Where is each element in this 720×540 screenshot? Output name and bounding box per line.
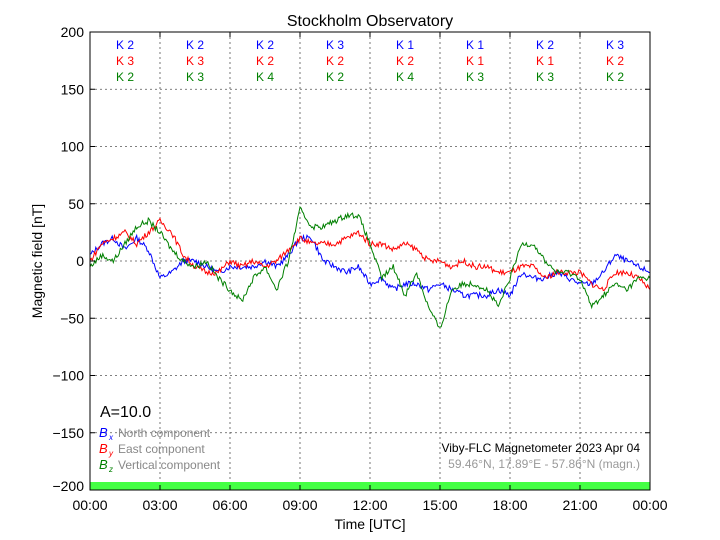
y-tick-label: 200: [61, 24, 85, 40]
y-tick-label: −50: [60, 310, 84, 326]
k-index-y: K 2: [606, 54, 624, 68]
series-line-Bx: [89, 233, 651, 301]
k-index-z: K 3: [186, 70, 204, 84]
k-index-x: K 3: [606, 38, 624, 52]
x-tick-label: 00:00: [72, 497, 107, 513]
x-tick-label: 15:00: [422, 497, 457, 513]
k-index-y: K 1: [536, 54, 554, 68]
legend-symbol: B: [99, 425, 108, 440]
k-index-x: K 1: [396, 38, 414, 52]
coords-label: 59.46°N, 17.89°E - 57.86°N (magn.): [448, 457, 640, 471]
k-index-x: K 2: [536, 38, 554, 52]
x-tick-label: 03:00: [142, 497, 177, 513]
legend-label: East component: [118, 442, 205, 456]
x-tick-label: 12:00: [352, 497, 387, 513]
y-tick-label: −200: [52, 478, 84, 494]
legend-symbol: B: [99, 441, 108, 456]
k-index-z: K 3: [536, 70, 554, 84]
x-axis-label: Time [UTC]: [334, 516, 405, 532]
k-index-z: K 2: [116, 70, 134, 84]
k-index-y: K 3: [116, 54, 134, 68]
x-tick-label: 09:00: [282, 497, 317, 513]
legend-subscript: z: [108, 465, 113, 474]
y-axis-label: Magnetic field [nT]: [29, 204, 45, 318]
legend-subscript: x: [108, 433, 114, 442]
k-index-x: K 1: [466, 38, 484, 52]
k-index-y: K 1: [466, 54, 484, 68]
k-index-y: K 2: [326, 54, 344, 68]
y-tick-label: 150: [61, 81, 85, 97]
k-index-z: K 2: [326, 70, 344, 84]
k-index-z: K 2: [606, 70, 624, 84]
series-line-By: [89, 217, 651, 292]
k-index-z: K 3: [466, 70, 484, 84]
station-label: Viby-FLC Magnetometer 2023 Apr 04: [441, 441, 640, 455]
chart-title: Stockholm Observatory: [287, 13, 453, 30]
x-tick-label: 00:00: [632, 497, 667, 513]
k-index-y: K 2: [256, 54, 274, 68]
k-index-y: K 2: [396, 54, 414, 68]
series-line-Bz: [89, 205, 651, 328]
x-tick-label: 06:00: [212, 497, 247, 513]
a-index: A=10.0: [100, 404, 151, 421]
y-tick-label: 50: [68, 196, 84, 212]
y-tick-label: −100: [52, 368, 84, 384]
y-tick-label: −150: [52, 425, 84, 441]
legend-subscript: y: [108, 449, 114, 458]
k-index-y: K 3: [186, 54, 204, 68]
k-index-x: K 3: [326, 38, 344, 52]
x-tick-label: 21:00: [562, 497, 597, 513]
legend-label: Vertical component: [118, 458, 221, 472]
legend-symbol: B: [99, 457, 108, 472]
x-tick-label: 18:00: [492, 497, 527, 513]
y-tick-label: 0: [76, 253, 84, 269]
k-index-x: K 2: [186, 38, 204, 52]
k-index-x: K 2: [116, 38, 134, 52]
k-index-z: K 4: [256, 70, 274, 84]
k-index-x: K 2: [256, 38, 274, 52]
legend-label: North component: [118, 426, 211, 440]
y-tick-label: 100: [61, 139, 85, 155]
k-index-z: K 4: [396, 70, 414, 84]
